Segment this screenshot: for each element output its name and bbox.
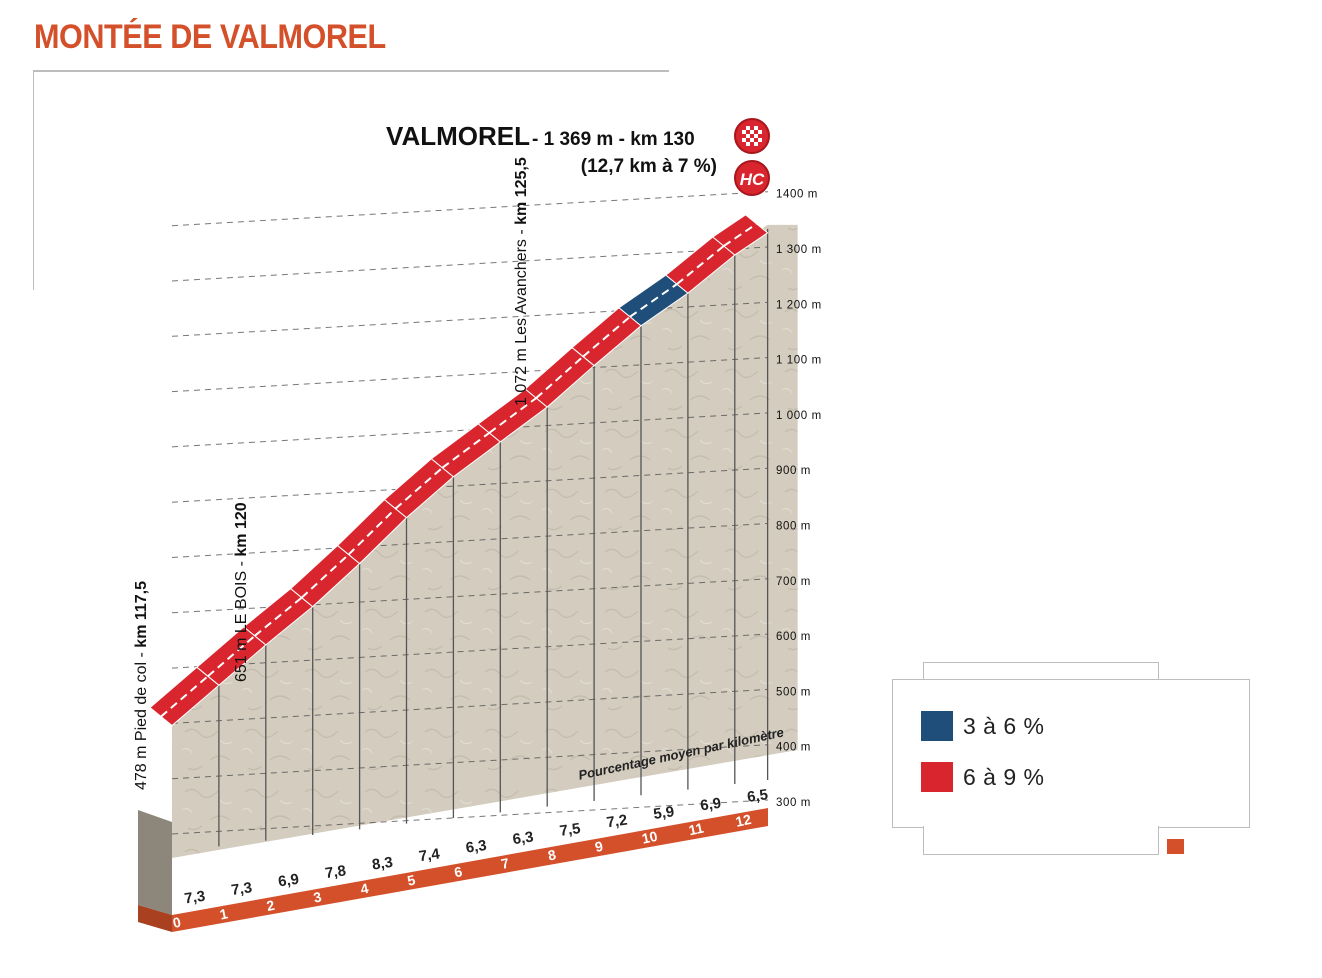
road-center-dash	[301, 553, 350, 599]
gradient-legend: 3 à 6 % 6 à 9 %	[892, 679, 1250, 828]
summit-info: VALMOREL - 1 369 m - km 130 (12,7 km à 7…	[386, 118, 770, 196]
category-label: HC	[740, 170, 765, 189]
y-tick-label: 500 m	[776, 686, 811, 698]
waypoint-label: 1 072 m Les Avanchers - km 125,5	[513, 157, 530, 406]
segment-gradient-label: 6,3	[465, 837, 488, 857]
gradient-road-band	[149, 214, 769, 727]
road-center-dash	[582, 315, 631, 358]
segment-gradient-label: 7,3	[183, 888, 206, 908]
segment-gradient-label: 7,4	[418, 845, 442, 865]
gridline	[171, 357, 769, 393]
km-tick-label: 12	[734, 811, 753, 830]
y-tick-label: 400 m	[776, 742, 811, 754]
y-tick-label: 800 m	[776, 521, 811, 533]
gridline	[171, 191, 769, 227]
summit-average-gradient: (12,7 km à 7 %)	[581, 156, 717, 177]
y-tick-label: 1 000 m	[776, 410, 822, 422]
base-band-top	[172, 808, 768, 932]
segment-gradient-label: 8,3	[371, 854, 394, 874]
finish-flag-icon	[734, 118, 770, 154]
legend-tab-bottom	[923, 826, 1159, 855]
y-tick-label: 600 m	[776, 631, 811, 643]
road-center-dash	[207, 635, 256, 677]
km-tick-label: 6	[453, 863, 464, 880]
road-center-dash	[676, 245, 725, 285]
km-tick-label: 2	[265, 897, 276, 914]
km-tick-label: 9	[593, 838, 604, 855]
segment-gradient-label: 6,9	[699, 795, 722, 815]
road-center-dash	[441, 432, 490, 469]
km-tick-label: 7	[500, 855, 511, 872]
road-center-dash	[629, 283, 678, 318]
segment-gradient-label: 5,9	[652, 803, 675, 823]
legend-item-6-9: 6 à 9 %	[921, 762, 1045, 792]
terrain-side-face	[138, 810, 172, 915]
segment-gradient-label: 7,3	[230, 879, 253, 899]
title-divider-vertical	[33, 70, 34, 290]
gridline	[171, 633, 769, 669]
road-center-dash	[347, 507, 397, 556]
km-tick-label: 8	[546, 846, 557, 863]
elevation-gridlines	[171, 191, 769, 835]
y-tick-label: 1 300 m	[776, 244, 822, 256]
km-tick-label: 1	[218, 905, 229, 922]
legend-tab-top	[923, 662, 1159, 681]
y-axis-tick-labels: 300 m 400 m 500 m 600 m 700 m 800 m 900 m 1 000…	[776, 189, 822, 809]
road-center-dash	[254, 596, 303, 637]
y-tick-label: 1400 m	[776, 189, 818, 201]
road-center-dash	[160, 675, 209, 718]
gridline	[171, 467, 769, 503]
legend-swatch-blue	[921, 711, 953, 741]
y-tick-label: 1 100 m	[776, 355, 822, 367]
km-tick-label: 3	[312, 888, 323, 905]
title-divider	[34, 70, 669, 72]
km-tick-label: 10	[640, 828, 659, 847]
segment-gradient-label: 6,9	[277, 871, 300, 891]
legend-item-3-6: 3 à 6 %	[921, 711, 1045, 741]
km-tick-label: 4	[359, 880, 370, 897]
segment-gradient-label: 7,5	[559, 820, 582, 840]
y-tick-label: 1 200 m	[776, 299, 822, 311]
category-hc-badge: HC	[734, 160, 770, 196]
segment-gradient-label: 7,2	[605, 812, 628, 832]
gridline	[171, 744, 769, 780]
km-tick-label: 0	[171, 914, 182, 931]
km-tick-label: 5	[406, 871, 417, 888]
segment-gradient-label: 6,5	[746, 786, 769, 806]
y-tick-label: 900 m	[776, 465, 811, 477]
base-band-side	[138, 905, 172, 932]
y-tick-label: 700 m	[776, 576, 811, 588]
legend-label: 3 à 6 %	[963, 712, 1045, 739]
segment-gradient-label: 6,3	[512, 829, 535, 849]
road-center-dash	[394, 466, 444, 510]
profile-title: MONTÉE DE VALMOREL	[34, 18, 386, 56]
gridline	[171, 523, 769, 558]
gridline	[171, 688, 769, 724]
legend-swatch-red	[921, 762, 953, 792]
accent-square	[1167, 839, 1184, 854]
segment-gradient-label: 7,8	[324, 862, 347, 882]
km-tick-label: 11	[687, 819, 705, 838]
road-center-dash	[488, 397, 537, 434]
waypoint-annotations: 478 m Pied de col - km 117,5 651 m LE BOI…	[133, 157, 530, 790]
gridline	[171, 246, 769, 282]
summit-detail: - 1 369 m - km 130	[532, 129, 695, 150]
distance-base-band: 0 1 2 3 4 5 6 7 8 9 10 11 12	[138, 808, 768, 932]
road-center-dash	[723, 223, 758, 247]
gridline	[171, 799, 769, 835]
summit-name: VALMOREL	[386, 121, 530, 151]
waypoint-label: 478 m Pied de col - km 117,5	[133, 581, 150, 790]
km-divider-lines	[218, 228, 769, 847]
waypoint-label: 651 m LE BOIS - km 120	[233, 502, 250, 682]
legend-label: 6 à 9 %	[963, 763, 1045, 790]
road-center-dash	[535, 355, 584, 399]
gridline	[171, 301, 769, 337]
y-tick-label: 300 m	[776, 797, 811, 809]
